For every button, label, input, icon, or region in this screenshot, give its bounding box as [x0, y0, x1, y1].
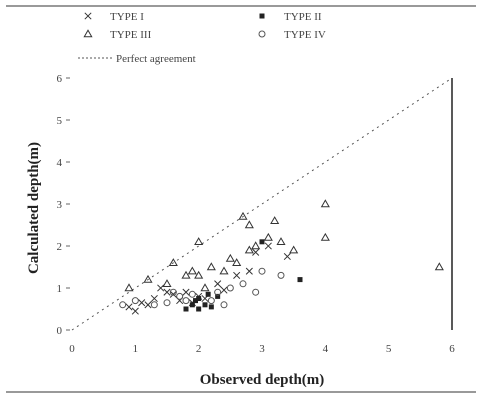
- point-type-iii: [187, 266, 197, 275]
- legend-marker-3: [83, 29, 93, 38]
- legend-label-perfect-agreement: Perfect agreement: [116, 53, 196, 65]
- point-type-iv: [207, 297, 215, 305]
- point-type-i: [169, 290, 177, 298]
- point-type-iv: [214, 288, 222, 296]
- point-type-ii: [215, 293, 221, 299]
- point-type-iv: [252, 288, 260, 296]
- legend-marker-2: [259, 13, 265, 19]
- legend-label-3: TYPE III: [110, 29, 152, 41]
- legend: TYPE I TYPE II TYPE III TYPE IV Perfect agre…: [78, 11, 326, 65]
- y-tick-label: 4: [57, 157, 63, 169]
- point-type-iii: [124, 283, 134, 292]
- point-type-iii: [320, 232, 330, 241]
- point-type-ii: [196, 296, 202, 301]
- point-type-iv: [239, 280, 247, 288]
- point-type-iii: [225, 253, 235, 262]
- point-type-iv: [188, 290, 196, 298]
- x-tick-label: 6: [449, 343, 455, 355]
- x-axis-label: Observed depth(m): [200, 372, 325, 388]
- point-type-i: [163, 288, 171, 296]
- point-type-ii: [208, 304, 214, 310]
- point-type-ii: [297, 277, 303, 283]
- y-axis-label: Calculated depth(m): [26, 142, 42, 274]
- point-type-iii: [232, 258, 242, 266]
- point-type-i: [138, 299, 146, 307]
- y-tick-label: 0: [57, 325, 63, 337]
- legend-marker-1: [84, 12, 92, 20]
- point-type-ii: [259, 239, 265, 245]
- y-tick-label: 2: [57, 241, 63, 253]
- point-type-i: [157, 284, 165, 292]
- perfect-agreement-line: [71, 77, 453, 331]
- y-tick-label: 3: [57, 199, 63, 211]
- x-tick-label: 1: [133, 343, 139, 355]
- point-type-i: [283, 252, 291, 261]
- point-type-iii: [244, 220, 254, 229]
- point-type-iii: [320, 199, 330, 208]
- point-type-ii: [205, 291, 211, 297]
- legend-marker-4: [258, 30, 266, 38]
- point-type-iii: [206, 262, 216, 271]
- point-type-iv: [169, 288, 177, 296]
- point-type-iv: [182, 297, 190, 305]
- point-type-iv: [176, 292, 184, 300]
- point-type-iii: [238, 211, 248, 220]
- point-type-iii: [276, 237, 286, 245]
- point-type-ii: [189, 302, 195, 308]
- point-type-iii: [263, 232, 273, 241]
- point-type-ii: [196, 306, 202, 312]
- point-type-i: [214, 280, 222, 288]
- x-tick-label: 3: [259, 343, 265, 355]
- point-type-iii: [168, 258, 178, 266]
- point-type-iii: [270, 216, 280, 224]
- point-type-i: [252, 248, 260, 256]
- point-type-iii: [162, 279, 172, 287]
- point-type-i: [220, 286, 228, 294]
- legend-label-4: TYPE IV: [284, 29, 326, 41]
- point-type-i: [245, 267, 253, 275]
- point-type-iv: [258, 267, 266, 275]
- point-type-iii: [194, 237, 204, 245]
- point-type-ii: [202, 302, 208, 308]
- point-type-iii: [219, 266, 229, 275]
- plot-area: 0 1 2 3 4 5 6 0 1 2 3 4 5 6: [57, 73, 456, 355]
- point-type-iv: [277, 271, 285, 279]
- y-tick-label: 6: [57, 73, 63, 85]
- y-tick-label: 5: [57, 115, 63, 127]
- point-type-i: [131, 307, 139, 315]
- point-type-iii: [143, 274, 153, 283]
- x-tick-label: 2: [196, 343, 202, 355]
- x-tick-label: 4: [323, 343, 329, 355]
- point-type-i: [264, 242, 272, 250]
- point-type-iv: [150, 301, 158, 309]
- point-type-iii: [200, 283, 210, 292]
- point-type-iv: [131, 297, 139, 305]
- point-type-iii: [434, 262, 444, 271]
- point-type-iv: [220, 301, 228, 309]
- y-tick-label: 1: [57, 283, 63, 295]
- point-type-ii: [193, 298, 198, 304]
- point-type-iv: [119, 301, 127, 309]
- point-type-iii: [289, 245, 299, 254]
- point-type-i: [144, 301, 152, 309]
- point-type-iv: [163, 299, 171, 307]
- point-type-i: [233, 271, 241, 279]
- point-type-i: [125, 303, 133, 311]
- point-type-iii: [244, 245, 254, 254]
- point-type-iii: [194, 270, 204, 279]
- x-tick-label: 0: [69, 343, 75, 355]
- legend-label-1: TYPE I: [110, 11, 144, 23]
- point-type-i: [150, 294, 158, 303]
- point-type-ii: [183, 306, 189, 312]
- point-type-iv: [226, 284, 234, 292]
- x-tick-label: 5: [386, 343, 392, 355]
- legend-label-2: TYPE II: [284, 11, 322, 23]
- point-type-iii: [251, 241, 261, 250]
- point-type-i: [182, 288, 190, 296]
- point-type-iii: [181, 270, 191, 279]
